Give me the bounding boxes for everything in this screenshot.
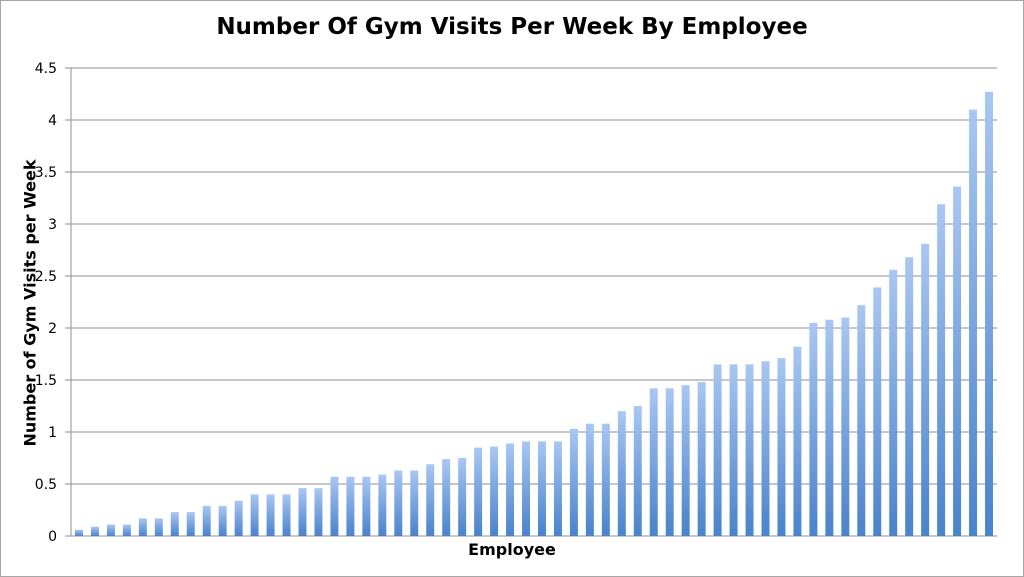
bar <box>809 322 818 536</box>
y-tick-label: 0.5 <box>35 477 57 493</box>
bar <box>138 518 147 536</box>
x-axis-label: Employee <box>468 540 556 559</box>
bar <box>122 524 131 536</box>
gridlines <box>65 67 997 537</box>
bar <box>585 423 594 536</box>
bar <box>506 443 515 536</box>
y-tick-label: 0 <box>48 529 57 545</box>
bar <box>394 470 403 536</box>
bar <box>218 505 227 536</box>
y-tick-label: 4 <box>48 113 57 129</box>
chart-title: Number Of Gym Visits Per Week By Employe… <box>216 14 808 40</box>
y-tick-label: 2 <box>48 321 57 337</box>
bar <box>522 441 531 536</box>
bar <box>154 518 163 536</box>
y-tick-label: 3 <box>48 217 57 233</box>
y-tick-label: 1 <box>48 425 57 441</box>
bar <box>681 385 690 536</box>
bar <box>170 512 179 536</box>
y-tick-label: 4.5 <box>35 61 57 77</box>
bar <box>474 447 483 536</box>
bar <box>346 476 355 536</box>
bar <box>617 411 626 536</box>
bar <box>921 243 930 536</box>
bar <box>490 446 499 536</box>
bar <box>601 423 610 536</box>
bar <box>729 364 738 536</box>
bar <box>937 204 946 537</box>
bar <box>362 476 371 536</box>
bar <box>442 459 451 536</box>
bar <box>298 488 307 536</box>
bar <box>889 269 898 536</box>
bar <box>186 512 195 536</box>
bar <box>266 494 275 536</box>
bar <box>649 388 658 536</box>
bar <box>234 500 243 536</box>
bar <box>873 287 882 536</box>
bar <box>745 364 754 536</box>
bar <box>793 346 802 536</box>
bar <box>378 474 387 536</box>
bar <box>314 488 323 536</box>
bar <box>458 458 467 536</box>
bar <box>410 470 419 536</box>
bar <box>665 388 674 536</box>
y-tick-label: 1.5 <box>35 373 57 389</box>
bar <box>905 257 914 536</box>
bar <box>553 441 562 536</box>
bar <box>761 361 770 536</box>
bar <box>330 476 339 536</box>
bar <box>633 406 642 536</box>
bar <box>985 91 994 537</box>
bar <box>969 109 978 536</box>
bar <box>282 494 291 536</box>
bar <box>202 505 211 536</box>
bar <box>90 526 99 536</box>
bar <box>250 494 259 536</box>
bar <box>74 529 83 536</box>
bar <box>713 364 722 536</box>
y-tick-labels: 0 0.5 1 1.5 2 2.5 3 3.5 4 4.5 <box>35 61 57 545</box>
bar <box>953 186 962 536</box>
bar <box>777 358 786 536</box>
bar <box>697 382 706 536</box>
y-tick-label: 2.5 <box>35 269 57 285</box>
bar <box>426 464 435 536</box>
bar <box>857 305 866 536</box>
y-tick-label: 3.5 <box>35 165 57 181</box>
bar <box>841 317 850 536</box>
bar <box>569 428 578 536</box>
bar <box>537 441 546 536</box>
bars <box>74 91 994 537</box>
bar <box>106 524 115 536</box>
bar <box>825 319 834 536</box>
